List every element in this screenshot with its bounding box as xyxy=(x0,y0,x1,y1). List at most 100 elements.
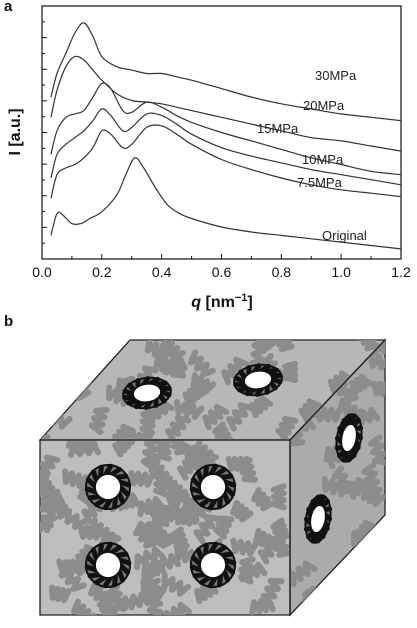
polymer-chain xyxy=(112,423,136,440)
x-tick-label: 0.0 xyxy=(32,264,52,280)
polymer-chain xyxy=(40,469,56,494)
micelle-block xyxy=(306,528,317,540)
micelle-block xyxy=(313,494,321,511)
micelle xyxy=(303,494,333,544)
micelle-core xyxy=(244,371,272,389)
polymer-chain xyxy=(57,341,80,365)
y-axis-title: I [a.u.] xyxy=(7,108,24,155)
micelle-block xyxy=(157,388,172,398)
x-tick-label: 1.2 xyxy=(391,264,411,280)
micelle-cube-diagram xyxy=(38,338,387,617)
polymer-chain xyxy=(137,496,166,518)
micelle-block xyxy=(353,430,364,441)
micelle-block xyxy=(85,555,99,568)
micelle-block xyxy=(84,564,100,573)
micelle-block xyxy=(221,479,237,488)
micelle-block xyxy=(116,567,126,583)
micelle-block xyxy=(306,506,315,521)
micelle-block xyxy=(344,413,352,430)
polymer-chain xyxy=(341,568,366,591)
micelle-block xyxy=(334,435,345,446)
polymer-chain xyxy=(153,504,181,535)
micelle-block xyxy=(351,442,357,458)
micelle-block xyxy=(262,367,279,375)
y-axis-ticks xyxy=(42,21,47,244)
micelle-block xyxy=(346,446,354,463)
polymer-chain xyxy=(230,499,254,523)
micelles-group xyxy=(84,363,364,589)
micelle-block xyxy=(112,493,119,510)
micelle-block xyxy=(102,496,114,511)
micelle-block xyxy=(156,392,167,404)
micelle-block xyxy=(97,542,104,559)
polymer-chain xyxy=(249,340,268,372)
polymer-chain xyxy=(226,402,254,432)
polymer-chain xyxy=(367,434,385,466)
micelle-block xyxy=(221,567,231,583)
micelle xyxy=(189,463,237,511)
polymer-chain xyxy=(193,514,220,545)
micelle-block xyxy=(155,385,172,391)
micelle-block xyxy=(189,486,205,495)
x-axis-ticks: 0.0 0.2 0.4 0.6 0.8 1.0 1.2 xyxy=(32,254,411,280)
saxs-chart: 0.0 0.2 0.4 0.6 0.8 1.0 1.2 30MPa 20MPa 15MPa 10M… xyxy=(7,5,411,311)
panel-label-b: b xyxy=(4,313,14,330)
polymer-chain xyxy=(40,383,65,413)
polymer-chain xyxy=(355,519,379,544)
micelle-block xyxy=(122,395,139,401)
micelle-block xyxy=(303,525,315,532)
micelle-block xyxy=(127,382,138,394)
micelle-block xyxy=(310,499,316,515)
curve-30mpa xyxy=(50,22,402,122)
polymer-chain xyxy=(251,487,276,512)
micelle-core xyxy=(200,474,226,500)
polymer-chain xyxy=(61,374,92,395)
micelle xyxy=(189,541,237,589)
curve-label: 10MPa xyxy=(302,152,344,167)
micelle-block xyxy=(126,398,143,406)
micelle-block xyxy=(133,398,148,410)
polymer-chain xyxy=(275,415,299,440)
polymer-chain xyxy=(65,376,92,401)
polymer-chain xyxy=(230,537,259,557)
polymer-chain xyxy=(128,470,155,488)
polymer-chain xyxy=(174,399,205,421)
curve-label: 15MPa xyxy=(257,121,299,136)
polymer-chain xyxy=(50,352,69,381)
micelle-block xyxy=(116,489,126,505)
micelle-block xyxy=(257,363,272,375)
micelle-block xyxy=(341,418,347,434)
polymer-chain xyxy=(40,517,54,534)
polymer-chain xyxy=(59,557,89,576)
x-tick-label: 0.2 xyxy=(92,264,112,280)
x-tick-label: 0.4 xyxy=(152,264,172,280)
micelle-block xyxy=(334,444,346,451)
polymer-chain xyxy=(96,595,118,615)
polymer-chain xyxy=(213,515,235,540)
polymer-chain xyxy=(221,356,250,386)
micelle-block xyxy=(112,571,119,588)
polymer-chain xyxy=(290,419,306,447)
polymer-chain xyxy=(343,584,368,609)
micelle-block xyxy=(254,385,265,397)
polymer-chain xyxy=(88,407,110,435)
micelle-block xyxy=(84,486,100,495)
micelle-block xyxy=(151,380,168,388)
polymer-chain xyxy=(134,546,166,571)
micelle-block xyxy=(207,541,219,556)
micelle-block xyxy=(321,517,330,532)
micelle-block xyxy=(94,574,108,586)
polymer-chain xyxy=(260,577,285,607)
polymer-chain xyxy=(190,372,217,395)
polymer-chain xyxy=(187,349,216,378)
polymer-chain xyxy=(349,586,373,608)
polymer-chain xyxy=(73,340,103,354)
x-axis-title: q [nm−1] xyxy=(191,292,252,311)
polymer-chain xyxy=(298,398,322,423)
micelle-block xyxy=(140,376,151,388)
polymer-chain xyxy=(371,600,385,615)
micelle-block xyxy=(315,527,323,544)
polymer-chain xyxy=(282,360,299,384)
micelle xyxy=(122,376,172,410)
